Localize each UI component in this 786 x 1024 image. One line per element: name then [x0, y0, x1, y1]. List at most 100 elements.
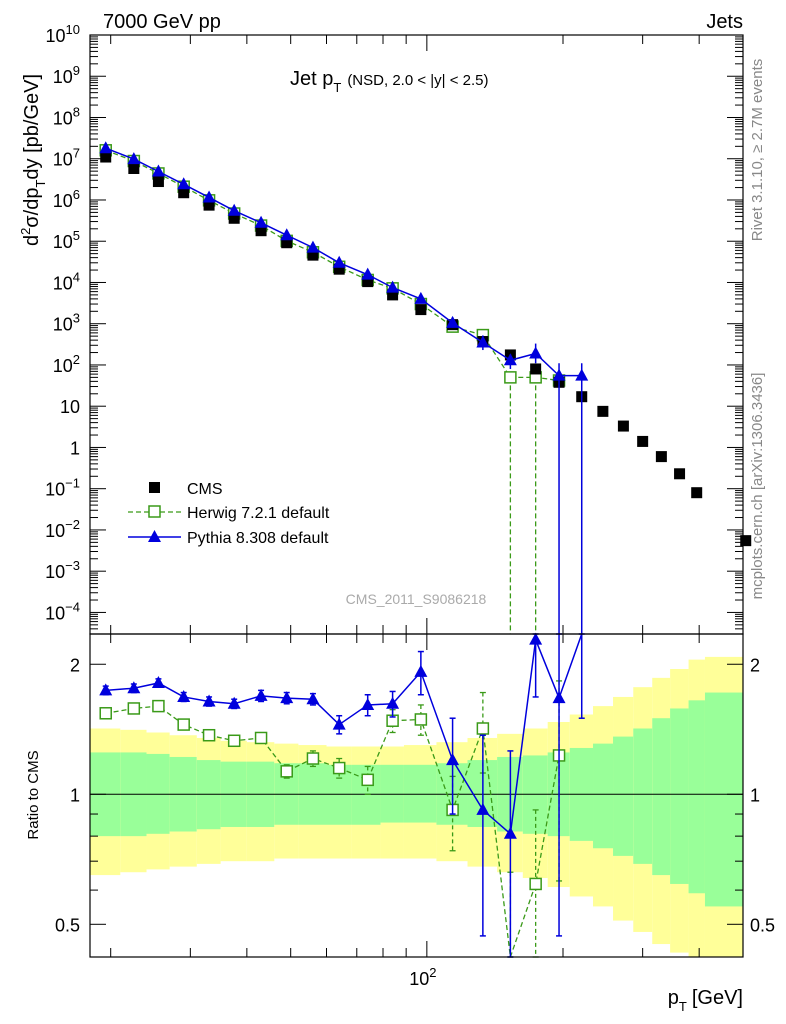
pythia-main-point [332, 255, 346, 268]
y-tick-label: 105 [53, 228, 80, 252]
herwig-ratio-point [227, 734, 241, 748]
legend-marker-pythia [148, 530, 161, 542]
pythia-main-point [202, 190, 216, 203]
pythia-main-point [386, 280, 400, 293]
herwig-ratio-point [529, 877, 542, 891]
cms-data-point [255, 225, 267, 237]
watermark: CMS_2011_S9086218 [346, 591, 487, 607]
band-inner-bin [688, 700, 705, 894]
y-tick-label: 10 [60, 397, 80, 417]
pythia-ratio-point [503, 826, 517, 839]
band-inner-bin [380, 764, 404, 823]
pythia-main-point [503, 353, 517, 366]
ratio-y-tick-label: 2 [70, 655, 80, 675]
pythia-main-point [306, 240, 320, 253]
legend-item-herwig: Herwig 7.2.1 default [128, 505, 330, 522]
y-tick-label: 10−2 [45, 517, 80, 541]
y-axis-label: d2σ/dpTdy [pb/GeV] [18, 74, 48, 246]
herwig-ratio-point [476, 722, 490, 735]
y-tick-label: 103 [53, 311, 80, 335]
herwig-ratio-point [361, 773, 374, 787]
herwig-ratio-point [280, 765, 293, 778]
pythia-main-point [446, 315, 460, 328]
cms-data-point [228, 212, 240, 224]
y-tick-label: 10−1 [45, 476, 80, 500]
pythia-ratio-point [151, 675, 165, 688]
cms-data-point [655, 451, 667, 463]
pythia-main-point [529, 346, 543, 359]
pythia-main-point [177, 177, 191, 190]
cms-data-point [387, 289, 399, 301]
x-tick-label: 102 [409, 965, 436, 989]
herwig-ratio-point [177, 718, 190, 731]
y-tick-label: 106 [53, 187, 80, 211]
cms-data-point [152, 176, 164, 188]
herwig-main-point [504, 371, 517, 384]
cms-data-point [100, 151, 112, 163]
pythia-main-point [414, 291, 428, 304]
y-tick-label: 102 [53, 352, 80, 376]
y-tick-label: 10−3 [45, 558, 80, 582]
pythia-ratio-point [177, 689, 191, 702]
pythia-ratio-point [280, 691, 294, 704]
ratio-y-tick-label: 1 [70, 785, 80, 805]
cms-data-point [530, 363, 542, 375]
herwig-ratio-point [127, 702, 141, 715]
cms-data-point [617, 420, 629, 432]
legend: CMS Herwig 7.2.1 default Pythia 8.308 de… [128, 481, 330, 547]
legend-label-pythia: Pythia 8.308 default [187, 530, 329, 547]
y-tick-label: 109 [53, 63, 80, 87]
pythia-main-point [476, 335, 490, 348]
legend-item-cms: CMS [149, 481, 223, 498]
header-left: 7000 GeV pp [103, 11, 221, 33]
pythia-ratio-point [386, 696, 400, 709]
x-axis-label: pT [GeV] [668, 987, 743, 1014]
pythia-main-point [280, 228, 294, 241]
herwig-ratio-point [99, 707, 112, 720]
pythia-ratio-point [414, 664, 428, 677]
y-tick-label: 1 [70, 438, 80, 458]
cms-data-point [674, 468, 686, 480]
plot-frames [89, 34, 744, 958]
y-tick-label: 108 [53, 104, 80, 128]
pythia-ratio-point [529, 632, 543, 645]
ratio-y-tick-label-right: 1 [750, 785, 760, 805]
ratio-y-tick-label: 0.5 [55, 915, 80, 935]
herwig-ratio-point [202, 728, 216, 742]
herwig-ratio-line [105, 705, 560, 958]
pythia-ratio-point [446, 753, 460, 766]
pythia-ratio-point [127, 681, 141, 694]
cms-data-point [691, 487, 703, 499]
band-inner-bin [403, 764, 437, 823]
legend-marker-cms [149, 482, 160, 493]
pythia-ratio-point [476, 802, 490, 815]
pythia-main-point [99, 141, 113, 154]
pythia-main-point [127, 152, 141, 165]
ratio-y-axis-label: Ratio to CMS [25, 750, 42, 839]
y-tick-label: 10−4 [45, 599, 80, 623]
band-inner-bin [652, 718, 671, 876]
cms-data-point [333, 263, 345, 275]
y-tick-label: 107 [53, 146, 80, 170]
pythia-main-point [227, 203, 241, 216]
herwig-main-line [105, 149, 560, 382]
band-inner-bin [633, 728, 653, 864]
header-right: Jets [706, 11, 743, 33]
y-tick-label: 1010 [46, 22, 81, 46]
ratio-y-tick-label-right: 0.5 [750, 915, 775, 935]
cms-data-point [597, 405, 609, 417]
pythia-main-point [151, 164, 165, 177]
pythia-ratio-point [202, 694, 216, 707]
cms-data-point [307, 249, 319, 261]
pythia-ratio-point [332, 717, 346, 730]
herwig-ratio-point [414, 713, 428, 726]
pythia-main-point [361, 267, 375, 280]
chart-marks [99, 141, 752, 958]
pythia-ratio-point [361, 697, 375, 710]
ratio-y-tick-label-right: 2 [750, 655, 760, 675]
cms-data-point [128, 162, 140, 174]
y-tick-label: 104 [53, 269, 80, 293]
herwig-ratio-point [332, 761, 346, 775]
band-inner-bin [704, 692, 743, 907]
